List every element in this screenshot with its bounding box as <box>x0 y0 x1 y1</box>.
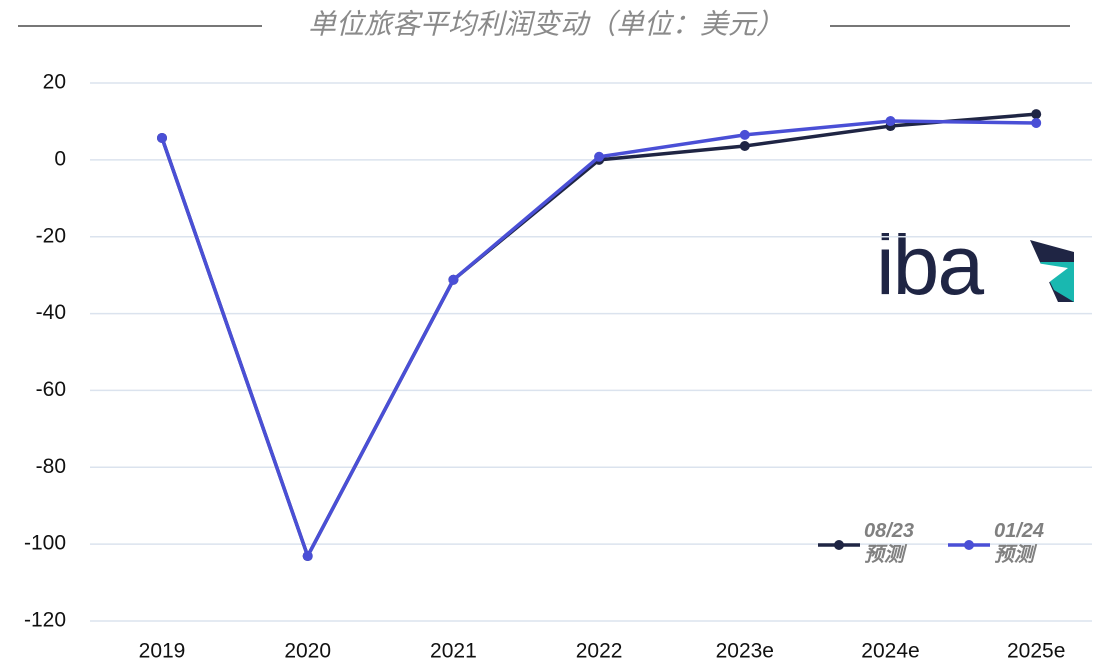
legend-label: 08/23 预测 <box>864 520 915 566</box>
x-tick-label: 2023e <box>716 640 774 663</box>
data-point <box>1031 109 1042 120</box>
logo: iba <box>876 218 984 312</box>
data-point <box>157 132 167 143</box>
x-tick-label: 2025e <box>1007 640 1065 663</box>
y-tick-label: 0 <box>54 147 66 170</box>
data-point <box>594 151 605 162</box>
y-tick-label: -100 <box>24 532 66 555</box>
x-tick-label: 2020 <box>284 640 331 663</box>
y-tick-label: 20 <box>43 71 66 94</box>
series-line <box>160 112 1037 561</box>
legend-swatch-dot <box>834 540 844 550</box>
y-tick-label: -60 <box>36 378 66 401</box>
y-tick-label: -80 <box>36 455 66 478</box>
y-tick-label: -40 <box>36 301 66 324</box>
x-tick-label: 2022 <box>576 640 623 663</box>
x-tick-label: 2024e <box>861 640 919 663</box>
logo-icon <box>1030 240 1074 302</box>
legend-swatch-dot <box>964 540 974 550</box>
chart-title: 单位旅客平均利润变动（单位：美元） <box>308 8 784 39</box>
data-point <box>739 129 750 140</box>
x-tick-label: 2019 <box>139 640 186 663</box>
data-point <box>302 551 313 562</box>
legend-label: 01/24 预测 <box>994 520 1045 566</box>
data-point <box>885 116 896 127</box>
series-line <box>160 119 1037 561</box>
y-tick-label: -120 <box>24 609 66 632</box>
data-point <box>448 274 459 285</box>
y-tick-label: -20 <box>36 224 66 247</box>
x-tick-label: 2021 <box>430 640 477 663</box>
data-point <box>739 141 750 152</box>
data-point <box>1031 117 1042 128</box>
